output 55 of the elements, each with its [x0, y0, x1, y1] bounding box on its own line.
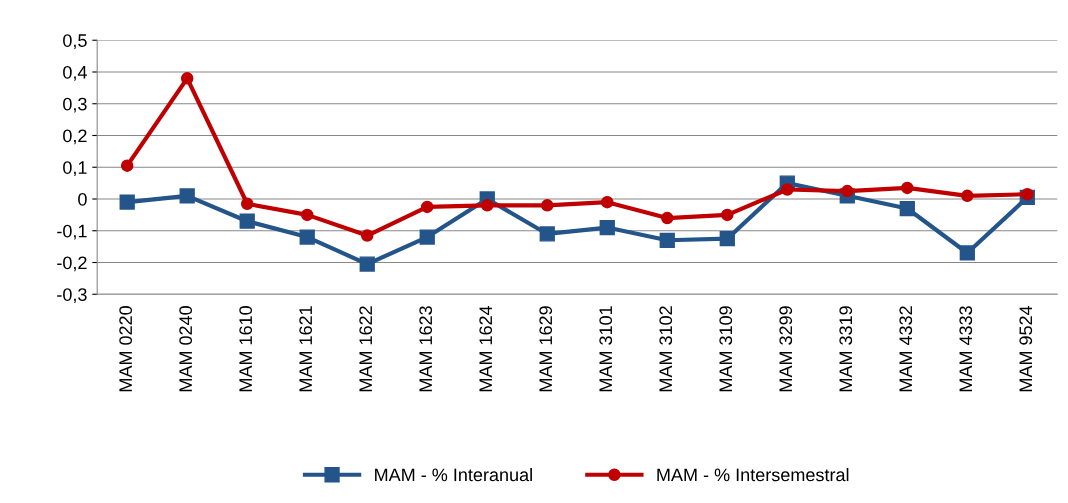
- x-tick-label: MAM 1621: [299, 306, 313, 392]
- point: [781, 183, 794, 196]
- point: [359, 256, 375, 272]
- point: [420, 200, 434, 214]
- legend-label: MAM - % Intersemestral: [657, 467, 849, 482]
- legend-label: MAM - % Interanual: [375, 467, 532, 482]
- point: [961, 189, 974, 203]
- point: [119, 194, 135, 210]
- point: [841, 184, 854, 198]
- y-tick-label: 0,2: [63, 129, 87, 145]
- x-tick-label: MAM 0240: [179, 306, 193, 392]
- point: [539, 226, 555, 242]
- point: [300, 208, 314, 222]
- point: [419, 229, 435, 245]
- y-tick-label: -0,2: [57, 256, 87, 272]
- x-tick-label: MAM 1622: [359, 306, 373, 392]
- point: [480, 199, 494, 212]
- x-tick-label: MAM 4333: [959, 306, 973, 392]
- y-tick-label: 0,3: [63, 97, 87, 113]
- y-tick-label: -0,3: [57, 288, 87, 304]
- x-tick-label: MAM 1624: [479, 305, 493, 392]
- point: [120, 159, 134, 172]
- point: [360, 229, 374, 242]
- x-tick-label: MAM 0220: [119, 306, 133, 392]
- point: [180, 72, 194, 85]
- y-tick-label: 0,1: [63, 161, 87, 177]
- x-tick-label: MAM 1629: [539, 306, 553, 392]
- point: [901, 181, 914, 195]
- x-tick-label: MAM 3299: [779, 306, 793, 392]
- point: [599, 219, 615, 236]
- y-tick-label: -0,1: [57, 224, 87, 240]
- point: [661, 211, 674, 225]
- point: [540, 199, 554, 212]
- point: [179, 188, 195, 204]
- x-tick-label: MAM 9524: [1019, 305, 1033, 392]
- point: [721, 208, 734, 222]
- x-tick-label: MAM 3319: [839, 306, 853, 392]
- x-tick-label: MAM 1610: [239, 306, 253, 392]
- point: [1021, 187, 1034, 201]
- point: [899, 200, 915, 217]
- point: [719, 231, 735, 247]
- x-tick-label: MAM 4332: [899, 306, 913, 392]
- point: [601, 195, 614, 209]
- x-tick-label: MAM 3102: [659, 306, 673, 392]
- point: [959, 245, 975, 261]
- y-tick-label: 0,4: [63, 65, 87, 81]
- x-tick-label: MAM 3109: [719, 306, 733, 392]
- point: [240, 197, 254, 211]
- x-tick-label: MAM 1623: [419, 306, 433, 392]
- point: [659, 232, 675, 248]
- x-tick-label: MAM 3101: [599, 306, 613, 392]
- y-tick-label: 0: [78, 192, 87, 206]
- point: [239, 213, 255, 229]
- y-tick-label: 0,5: [63, 34, 87, 50]
- point: [299, 229, 315, 245]
